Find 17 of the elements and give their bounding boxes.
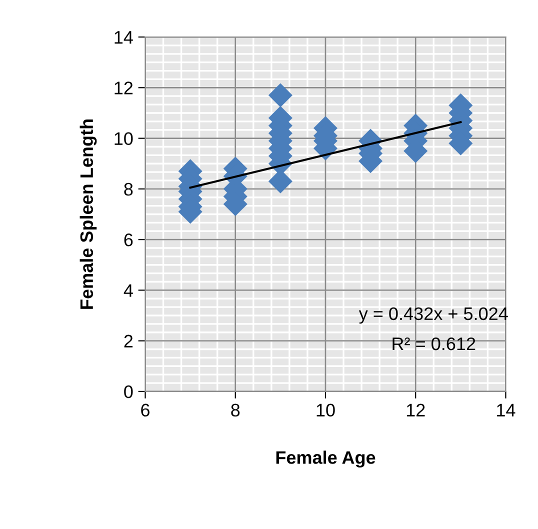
x-tick-label: 14 <box>497 404 516 416</box>
x-tick-label: 6 <box>141 404 150 417</box>
y-tick-label: 14 <box>114 31 133 44</box>
y-tick-label: 4 <box>124 284 133 297</box>
x-tick-label: 8 <box>231 404 240 417</box>
x-tick-label: 10 <box>316 404 335 417</box>
y-tick-label: 6 <box>124 233 133 246</box>
y-axis-title: Female Spleen Length <box>80 120 97 309</box>
x-tick-label: 12 <box>406 404 425 416</box>
annotation: y = 0.432x + 5.024 <box>358 307 508 324</box>
y-tick-label: 10 <box>114 132 133 146</box>
y-tick-label: 12 <box>114 82 133 94</box>
annotation: R² = 0.612 <box>392 337 476 350</box>
y-tick-label: 8 <box>124 182 133 196</box>
y-tick-label: 0 <box>124 385 133 398</box>
x-axis-title: Female Age <box>276 450 376 468</box>
y-tick-label: 2 <box>124 334 133 348</box>
